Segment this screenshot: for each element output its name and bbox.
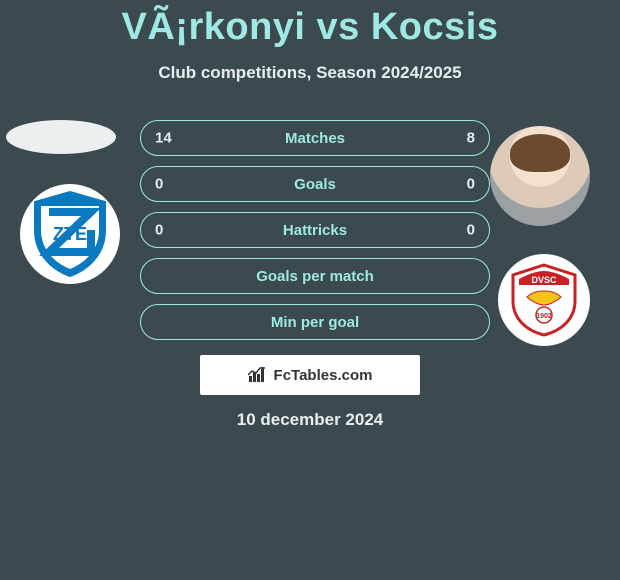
stat-right-value: 8 [467,130,475,147]
stat-label: Hattricks [283,222,347,239]
crest-left-code: ZTE [53,224,87,244]
subtitle: Club competitions, Season 2024/2025 [0,63,620,83]
page-title: VÃ¡rkonyi vs Kocsis [0,0,620,49]
stat-row-goals: 0 Goals 0 [140,166,490,202]
player-left-avatar [6,120,116,154]
stat-label: Goals per match [256,268,374,285]
branding-badge[interactable]: FcTables.com [200,355,420,395]
stat-label: Goals [294,176,336,193]
dvsc-shield-icon: DVSC 1902 [505,261,583,339]
crest-right-code: DVSC [531,275,557,285]
stat-row-matches: 14 Matches 8 [140,120,490,156]
stat-left-value: 0 [155,176,163,193]
stat-row-min-per-goal: Min per goal [140,304,490,340]
bar-chart-icon [248,366,268,384]
stat-right-value: 0 [467,222,475,239]
club-crest-right: DVSC 1902 [498,254,590,346]
stat-left-value: 14 [155,130,172,147]
stat-left-value: 0 [155,222,163,239]
comparison-card: VÃ¡rkonyi vs Kocsis Club competitions, S… [0,0,620,580]
comparison-date: 10 december 2024 [0,410,620,430]
stats-block: 14 Matches 8 0 Goals 0 0 Hattricks 0 Goa… [140,120,490,350]
stat-label: Matches [285,130,345,147]
club-crest-left: ZTE [20,184,120,284]
crest-right-year: 1902 [536,313,552,320]
stat-row-goals-per-match: Goals per match [140,258,490,294]
player-right-avatar [490,126,590,226]
branding-label: FcTables.com [274,367,373,384]
stat-label: Min per goal [271,314,359,331]
stat-right-value: 0 [467,176,475,193]
zte-shield-icon: ZTE [31,190,109,278]
stat-row-hattricks: 0 Hattricks 0 [140,212,490,248]
